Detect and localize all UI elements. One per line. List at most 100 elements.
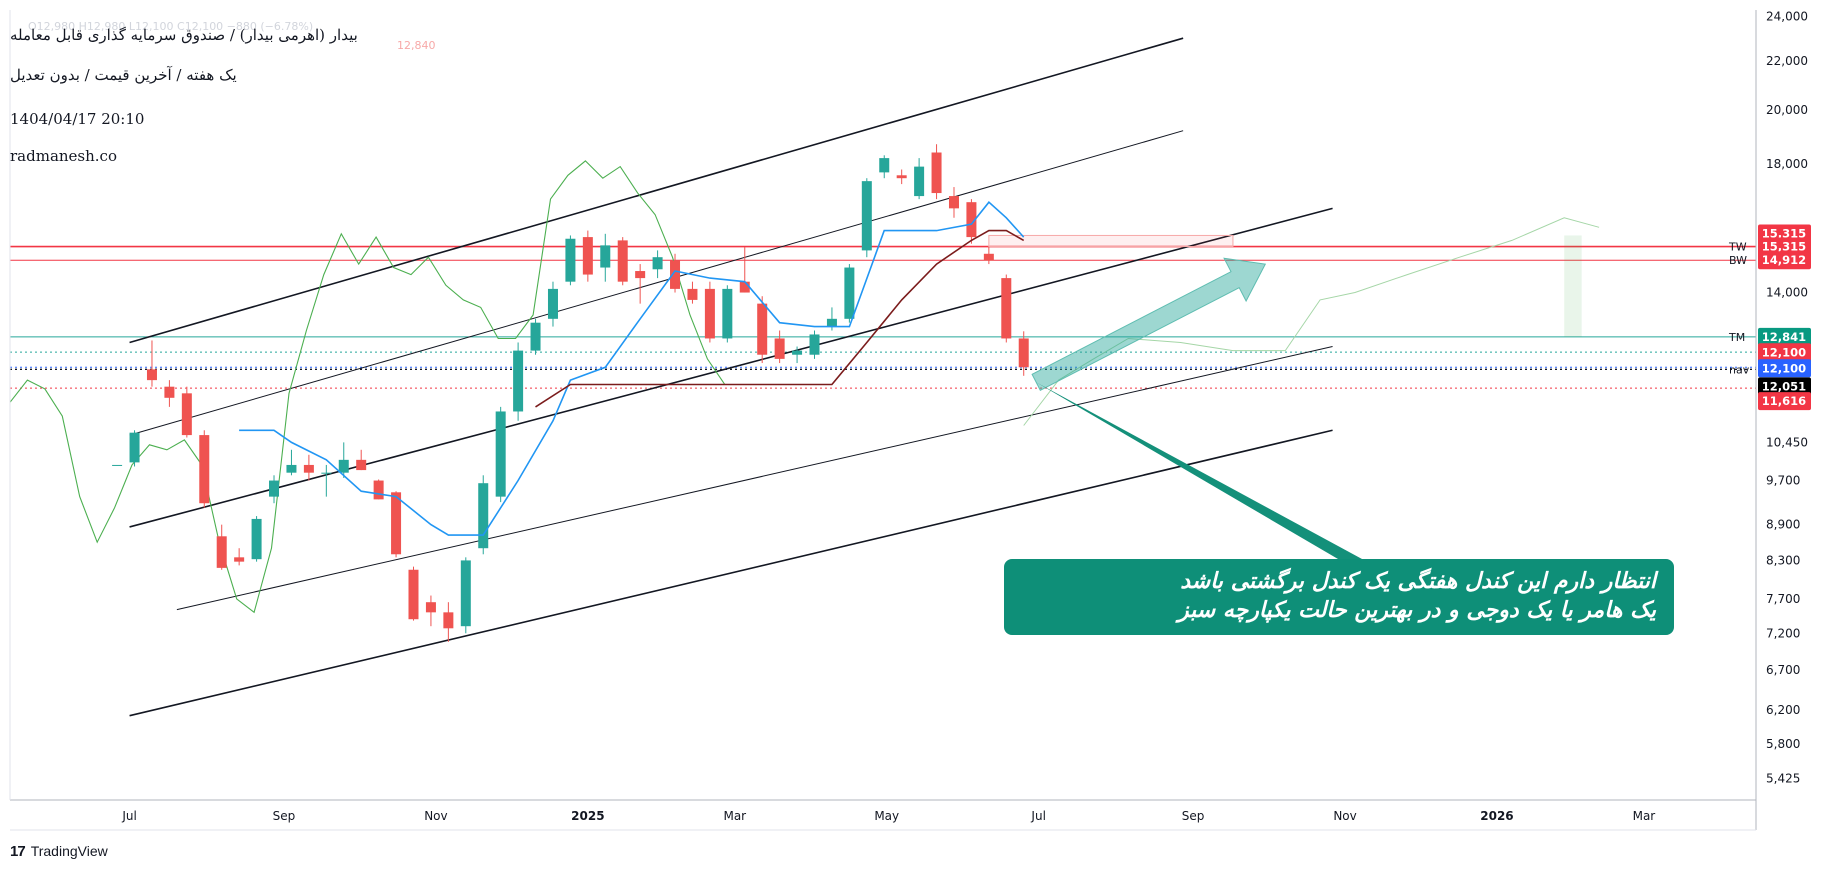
candle-up bbox=[513, 350, 524, 412]
candle-up bbox=[809, 334, 820, 355]
x-tick-label: Mar bbox=[1633, 809, 1656, 823]
chart-subtitle: یک هفته / آخرین قیمت / بدون تعدیل bbox=[10, 66, 237, 84]
price-badge-label: 12,841 bbox=[1762, 330, 1806, 344]
analysis-note-line-2: یک هامر یا یک دوجی و در بهترین حالت یکپا… bbox=[1177, 598, 1656, 623]
tradingview-logo[interactable]: 17 TradingView bbox=[10, 842, 108, 860]
candle-up bbox=[269, 480, 280, 497]
candle-up bbox=[844, 267, 855, 319]
dark-red-moving-average bbox=[535, 229, 1025, 408]
candle-up bbox=[530, 322, 541, 351]
resistance-zone bbox=[988, 234, 1234, 248]
candle-down bbox=[303, 464, 314, 473]
candle-up bbox=[286, 464, 297, 473]
candle-up bbox=[914, 166, 925, 197]
x-tick-label: Jul bbox=[1030, 809, 1045, 823]
candle-down bbox=[582, 237, 593, 275]
candle-down bbox=[199, 435, 210, 504]
channel-line bbox=[129, 207, 1333, 528]
candle-down bbox=[1001, 278, 1012, 339]
candle-down bbox=[687, 288, 698, 300]
candle-down bbox=[356, 459, 367, 471]
y-tick-label: 24,000 bbox=[1766, 9, 1808, 23]
channel-line bbox=[176, 346, 1333, 611]
price-badge-label: 14,912 bbox=[1762, 253, 1806, 267]
y-tick-label: 5,800 bbox=[1766, 737, 1800, 751]
analysis-note-line-1: انتظار دارم این کندل هفتگی یک کندل برگشت… bbox=[1180, 569, 1656, 594]
y-tick-label: 7,700 bbox=[1766, 592, 1800, 606]
x-tick-label: Sep bbox=[273, 809, 296, 823]
candle-down bbox=[425, 602, 436, 613]
candle-up bbox=[129, 432, 140, 463]
candle-down bbox=[739, 281, 750, 293]
candle-down bbox=[966, 202, 977, 238]
candle-down bbox=[704, 288, 715, 339]
candle-down bbox=[146, 369, 157, 381]
candle-up bbox=[321, 472, 332, 474]
indicator-readout: 12,840 bbox=[397, 39, 436, 52]
x-tick-label: May bbox=[874, 809, 899, 823]
x-tick-label: Nov bbox=[424, 809, 447, 823]
candle-down bbox=[617, 240, 628, 282]
candle-up bbox=[792, 350, 803, 355]
analysis-note: انتظار دارم این کندل هفتگی یک کندل برگشت… bbox=[1004, 559, 1674, 635]
price-badge-label: 15,315 bbox=[1762, 227, 1806, 241]
price-badge bbox=[1758, 237, 1811, 256]
green-indicator-line bbox=[9, 160, 726, 614]
y-tick-label: 14,000 bbox=[1766, 286, 1808, 300]
price-badge-label: 12,051 bbox=[1762, 379, 1806, 393]
x-tick-label: Jul bbox=[121, 809, 136, 823]
y-tick-label: 7,200 bbox=[1766, 626, 1800, 640]
candle-up bbox=[112, 464, 123, 466]
y-tick-label: 18,000 bbox=[1766, 157, 1808, 171]
candle-down bbox=[670, 260, 681, 289]
ohlc-readout: O12,980 H12,980 L12,100 C12,100 −880 (−6… bbox=[28, 20, 314, 33]
candle-down bbox=[373, 480, 384, 500]
price-badge-label: 11,616 bbox=[1762, 394, 1806, 408]
candle-down bbox=[931, 152, 942, 194]
price-badge-label: 12,100 bbox=[1762, 361, 1806, 375]
candle-up bbox=[565, 238, 576, 282]
candle-down bbox=[234, 557, 245, 562]
price-badge-label: 15,315 bbox=[1762, 240, 1806, 254]
candle-down bbox=[443, 612, 454, 629]
y-tick-label: 22,000 bbox=[1766, 54, 1808, 68]
candle-up bbox=[600, 245, 611, 268]
blue-moving-average bbox=[239, 201, 1025, 536]
y-tick-label: 6,200 bbox=[1766, 703, 1800, 717]
level-label: BW bbox=[1729, 254, 1747, 267]
y-tick-label: 9,700 bbox=[1766, 474, 1800, 488]
tradingview-logo-icon: 17 bbox=[10, 842, 26, 860]
projection-bar bbox=[1564, 235, 1582, 337]
candle-up bbox=[251, 518, 262, 560]
price-badge-label: 12,100 bbox=[1762, 345, 1806, 359]
candle-down bbox=[1018, 338, 1029, 368]
up-arrow bbox=[1031, 257, 1267, 391]
candle-down bbox=[181, 393, 192, 436]
candle-down bbox=[774, 338, 785, 359]
x-tick-label: Nov bbox=[1333, 809, 1356, 823]
price-badge bbox=[1758, 377, 1811, 396]
candle-down bbox=[948, 196, 959, 209]
price-badge bbox=[1758, 343, 1811, 362]
channel-line bbox=[129, 429, 1333, 717]
y-tick-label: 10,450 bbox=[1766, 435, 1808, 449]
candle-down bbox=[757, 303, 768, 355]
price-badge bbox=[1758, 251, 1811, 270]
page-title: بیدار (اهرمی بیدار) / صندوق سرمایه گذاری… bbox=[10, 26, 358, 44]
candle-up bbox=[338, 459, 349, 473]
candle-up bbox=[547, 288, 558, 319]
candle-up bbox=[478, 483, 489, 549]
candle-up bbox=[460, 560, 471, 627]
candle-down bbox=[164, 386, 175, 398]
candle-down bbox=[408, 569, 419, 620]
candle-down bbox=[216, 536, 227, 568]
candle-down bbox=[983, 253, 994, 261]
y-tick-label: 8,900 bbox=[1766, 518, 1800, 532]
channel-line bbox=[129, 37, 1184, 344]
x-tick-label: Mar bbox=[723, 809, 746, 823]
website-label: radmanesh.co bbox=[10, 147, 117, 165]
candle-up bbox=[652, 257, 663, 270]
candle-up bbox=[495, 411, 506, 497]
candle-up bbox=[722, 288, 733, 339]
